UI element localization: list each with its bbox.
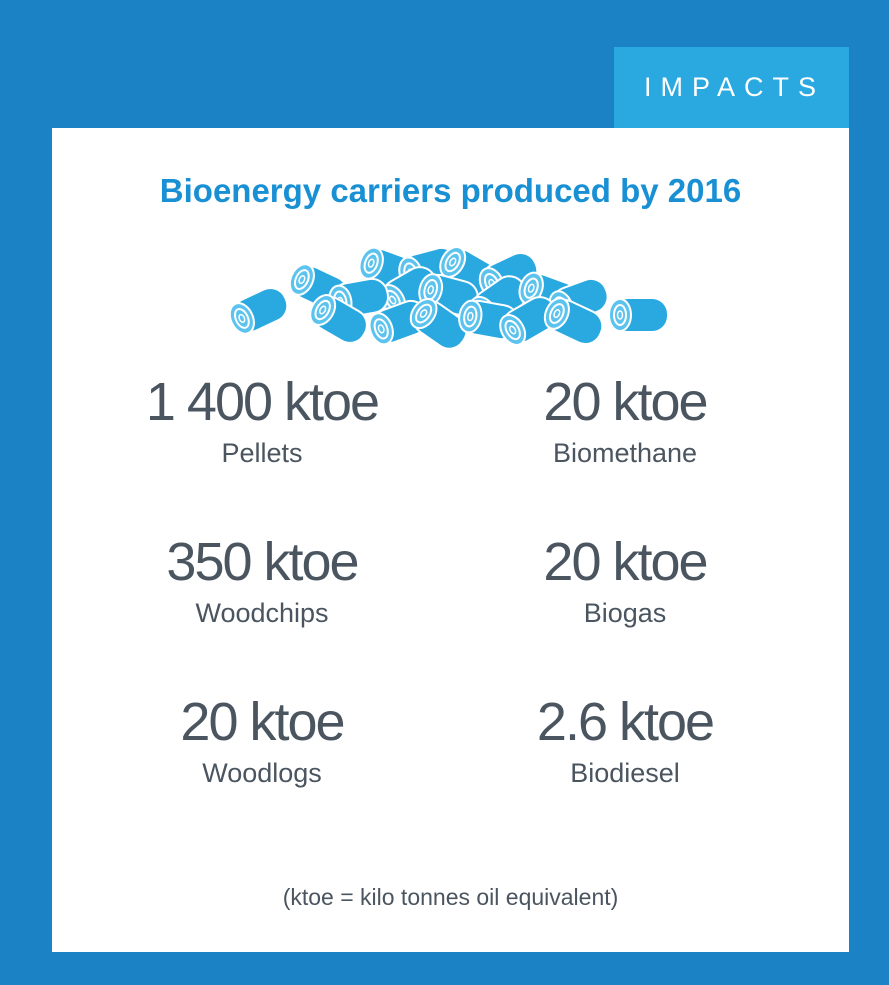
pellet-ring [527,283,535,293]
pellet-ring [616,310,624,320]
pellet-ring [553,309,561,319]
pellet-end [608,298,632,332]
pellet-ring [314,299,331,321]
title: Bioenergy carriers produced by 2016 [159,172,742,209]
pellet-ring [238,313,246,323]
stat-value: 1 400 ktoe [145,372,380,432]
stat-value: 2.6 ktoe [536,692,715,752]
pellet-ring [388,295,397,305]
pellet-ring [548,303,565,324]
pellet-ring [233,308,250,329]
pellet-ring [508,325,517,335]
pellets-illustration [228,246,669,350]
stat-value: 350 ktoe [166,532,359,592]
pellet [409,297,468,350]
stat-label: Woodchips [195,598,329,628]
stat-value: 20 ktoe [180,692,345,752]
pellet-ring [377,324,385,334]
pellet-ring [466,311,474,322]
pellet-ring [298,275,306,285]
stat-label: Woodlogs [202,758,322,788]
section-tag: IMPACTS [614,47,849,128]
pellet-ring [444,251,461,273]
pellet-ring [415,303,433,324]
stat-value: 20 ktoe [543,372,708,432]
pellet-ring [427,285,435,295]
pellet-ring [504,319,521,341]
stat-label: Biomethane [552,438,698,468]
stat: 1 400 ktoe Pellets [82,372,442,470]
pellet-ring [373,318,389,340]
stat: 350 ktoe Woodchips [82,532,442,630]
pellet-ring [367,258,375,268]
stat-label: Biodiesel [570,758,680,788]
pellet-ring [613,304,627,326]
stat-label: Biogas [583,598,667,628]
stat-label: Pellets [221,438,303,468]
pellet-ring [463,305,478,328]
pellet-ring [293,269,310,290]
stat-value: 20 ktoe [543,532,708,592]
pellet [543,297,604,345]
stat: 20 ktoe Woodlogs [82,692,442,790]
pellet-ring [318,305,327,315]
stat: 2.6 ktoe Biodiesel [445,692,805,790]
pellet-ring [523,277,539,299]
footnote: (ktoe = kilo tonnes oil equivalent) [282,884,619,910]
pellet [608,297,669,333]
stat: 20 ktoe Biogas [445,532,805,630]
pellet-ring [363,252,379,274]
stat: 20 ktoe Biomethane [445,372,805,470]
pellet [228,287,289,335]
pellet-ring [448,257,457,267]
pellet [309,294,368,344]
